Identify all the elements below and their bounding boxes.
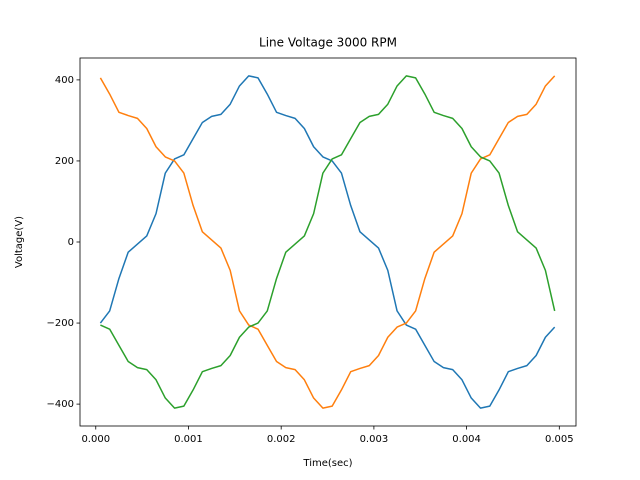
y-tick-label: 0 (68, 237, 74, 248)
x-tick-label: 0.001 (174, 434, 203, 445)
x-tick-label: 0.002 (267, 434, 296, 445)
series-line (100, 75, 556, 409)
y-tick-label: −200 (47, 318, 74, 329)
series-line (99, 75, 556, 409)
x-tick-label: 0.000 (81, 434, 110, 445)
chart-title: Line Voltage 3000 RPM (259, 36, 397, 50)
series-line (99, 75, 556, 409)
y-axis-label: Voltage(V) (14, 216, 25, 268)
y-tick-label: −400 (47, 399, 74, 410)
y-tick-label: 400 (55, 75, 74, 86)
x-axis-label: Time(sec) (302, 458, 352, 469)
x-tick-label: 0.003 (360, 434, 389, 445)
y-tick-label: 200 (55, 156, 74, 167)
x-tick-label: 0.005 (545, 434, 574, 445)
x-tick-label: 0.004 (452, 434, 481, 445)
